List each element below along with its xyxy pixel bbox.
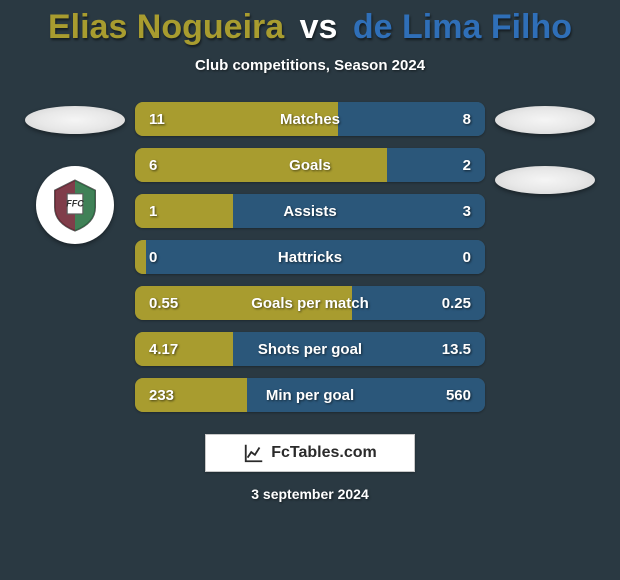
stat-row: 4.17Shots per goal13.5 (135, 332, 485, 366)
club-crest-icon: FFC (47, 177, 103, 233)
subtitle: Club competitions, Season 2024 (0, 57, 620, 74)
player2-name: de Lima Filho (353, 8, 572, 46)
source-badge: FcTables.com (205, 434, 415, 472)
player2-column (485, 102, 605, 194)
stat-label: Goals per match (135, 295, 485, 312)
player1-name: Elias Nogueira (48, 8, 284, 46)
player1-column: FFC (15, 102, 135, 244)
stat-label: Assists (135, 203, 485, 220)
date-label: 3 september 2024 (0, 486, 620, 502)
stat-label: Matches (135, 111, 485, 128)
comparison-body: FFC 11Matches8 6Goals2 1Assists3 0Hattricks… (0, 102, 620, 412)
stat-row: 0.55Goals per match0.25 (135, 286, 485, 320)
player2-club-logo (495, 166, 595, 194)
chart-icon (243, 442, 265, 464)
stat-row: 11Matches8 (135, 102, 485, 136)
stat-row: 6Goals2 (135, 148, 485, 182)
stat-label: Hattricks (135, 249, 485, 266)
player1-club-crest: FFC (36, 166, 114, 244)
vs-text: vs (300, 8, 338, 46)
source-brand: FcTables.com (271, 444, 377, 462)
stat-label: Min per goal (135, 387, 485, 404)
stat-row: 1Assists3 (135, 194, 485, 228)
svg-text:FFC: FFC (66, 199, 84, 209)
stat-label: Goals (135, 157, 485, 174)
player2-league-logo (495, 106, 595, 134)
stat-row: 233Min per goal560 (135, 378, 485, 412)
stat-row: 0Hattricks0 (135, 240, 485, 274)
page-title: Elias Nogueira vs de Lima Filho (0, 8, 620, 47)
stat-bars: 11Matches8 6Goals2 1Assists3 0Hattricks0 0.5… (135, 102, 485, 412)
comparison-card: Elias Nogueira vs de Lima Filho Club com… (0, 0, 620, 580)
stat-label: Shots per goal (135, 341, 485, 358)
player1-league-logo (25, 106, 125, 134)
